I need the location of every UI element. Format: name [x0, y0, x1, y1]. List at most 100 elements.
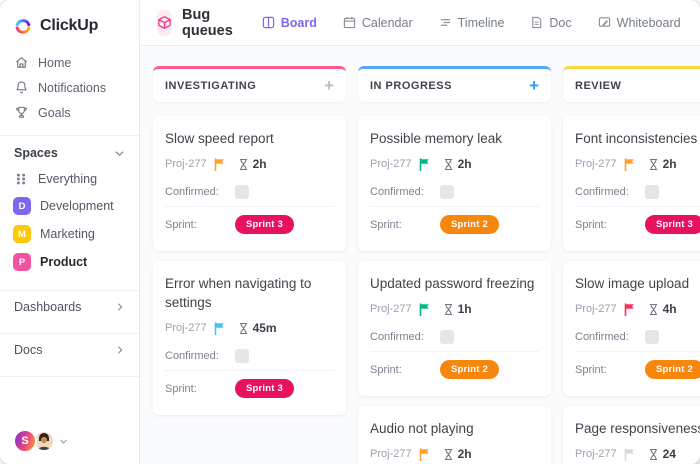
tab-whiteboard[interactable]: Whiteboard — [587, 16, 692, 30]
sidebar-item-dashboards[interactable]: Dashboards — [0, 291, 139, 323]
task-card[interactable]: Font inconsistencies Proj-277 2h Confirm… — [563, 116, 700, 251]
project-id: Proj-277 — [370, 448, 412, 460]
confirmed-checkbox[interactable] — [235, 349, 249, 363]
workspace-avatar[interactable]: S — [13, 429, 37, 453]
column-name: INVESTIGATING — [165, 79, 257, 92]
board-column: INVESTIGATING + Slow speed report Proj-2… — [153, 66, 346, 464]
task-meta: Proj-277 2h — [370, 157, 539, 171]
confirmed-label: Confirmed: — [575, 331, 629, 343]
task-card[interactable]: Possible memory leak Proj-277 2h Confirm… — [358, 116, 551, 251]
project-id: Proj-277 — [575, 158, 617, 170]
tab-timeline[interactable]: Timeline — [428, 16, 516, 30]
task-title: Slow image upload — [575, 276, 690, 291]
hourglass-icon — [239, 322, 247, 334]
sidebar-item-everything[interactable]: Everything — [0, 166, 139, 192]
hourglass-icon — [444, 448, 452, 460]
sprint-label: Sprint: — [165, 382, 197, 395]
priority-flag-icon[interactable] — [214, 157, 225, 171]
add-task-button[interactable]: + — [529, 76, 539, 95]
project-id: Proj-277 — [165, 158, 207, 170]
time-estimate: 1h — [443, 302, 472, 316]
sprint-badge[interactable]: Sprint 2 — [440, 215, 499, 234]
task-meta: Proj-277 2h — [575, 157, 700, 171]
sidebar-item-development[interactable]: D Development — [0, 192, 139, 220]
tab-calendar[interactable]: Calendar — [332, 16, 424, 30]
space-label: Development — [40, 199, 114, 213]
spaces-header[interactable]: Spaces — [0, 136, 139, 166]
sidebar: ClickUp Home Notifications Goals — [0, 0, 140, 464]
whiteboard-icon — [598, 17, 610, 27]
add-task-button[interactable]: + — [324, 76, 334, 95]
column-header: INVESTIGATING + — [153, 66, 346, 102]
space-avatar: P — [13, 253, 31, 271]
confirmed-field: Confirmed: — [575, 325, 700, 349]
task-card[interactable]: Page responsiveness Issue Proj-277 24 Co… — [563, 406, 700, 464]
project-id: Proj-277 — [370, 303, 412, 315]
sidebar-item-docs[interactable]: Docs — [0, 334, 139, 366]
estimate-value: 1h — [457, 302, 472, 316]
priority-flag-icon[interactable] — [624, 302, 635, 316]
sprint-badge[interactable]: Sprint 2 — [440, 360, 499, 379]
sidebar-item-goals[interactable]: Goals — [0, 100, 139, 125]
user-avatar[interactable] — [33, 430, 55, 452]
chevron-right-icon — [118, 346, 123, 354]
confirmed-label: Confirmed: — [165, 350, 219, 362]
space-label: Marketing — [40, 227, 95, 241]
task-title: Slow speed report — [165, 131, 274, 146]
tab-doc[interactable]: Doc — [519, 16, 582, 30]
priority-flag-icon[interactable] — [419, 447, 430, 461]
task-card[interactable]: Slow speed report Proj-277 2h Confirmed:… — [153, 116, 346, 251]
task-card[interactable]: Updated password freezing Proj-277 1h Co… — [358, 261, 551, 396]
user-photo — [35, 432, 53, 450]
space-label: Everything — [38, 172, 98, 186]
board-column: REVIEW + Font inconsistencies Proj-277 2… — [563, 66, 700, 464]
clickup-logo[interactable]: ClickUp — [0, 0, 139, 46]
page-title: Bug queues — [182, 6, 233, 39]
task-card[interactable]: Error when navigating to settings Proj-2… — [153, 261, 346, 415]
time-estimate: 2h — [238, 157, 267, 171]
confirmed-label: Confirmed: — [165, 186, 219, 198]
priority-flag-icon[interactable] — [419, 157, 430, 171]
confirmed-checkbox[interactable] — [235, 185, 249, 199]
time-estimate: 24 — [648, 447, 676, 461]
grid-icon — [16, 173, 26, 185]
confirmed-checkbox[interactable] — [645, 185, 659, 199]
user-area[interactable]: S — [13, 429, 68, 453]
task-card[interactable]: Audio not playing Proj-277 2h Confirmed:… — [358, 406, 551, 464]
sidebar-item-product[interactable]: P Product — [0, 248, 139, 276]
task-title: Page responsiveness Issue — [575, 421, 700, 436]
confirmed-checkbox[interactable] — [645, 330, 659, 344]
confirmed-field: Confirmed: — [370, 325, 539, 349]
board-column: IN PROGRESS + Possible memory leak Proj-… — [358, 66, 551, 464]
divider — [0, 376, 139, 377]
sidebar-item-notifications[interactable]: Notifications — [0, 75, 139, 100]
confirmed-field: Confirmed: — [165, 180, 334, 204]
hourglass-icon — [239, 158, 247, 170]
priority-flag-icon[interactable] — [624, 447, 635, 461]
confirmed-field: Confirmed: — [370, 180, 539, 204]
confirmed-checkbox[interactable] — [440, 185, 454, 199]
tab-board[interactable]: Board — [251, 16, 328, 30]
section-label: Dashboards — [14, 300, 82, 314]
project-id: Proj-277 — [165, 322, 207, 334]
sprint-badge[interactable]: Sprint 3 — [235, 215, 294, 234]
sidebar-item-home[interactable]: Home — [0, 50, 139, 75]
sprint-badge[interactable]: Sprint 3 — [645, 215, 700, 234]
chevron-down-icon[interactable] — [59, 437, 68, 446]
task-title: Possible memory leak — [370, 131, 503, 146]
confirmed-checkbox[interactable] — [440, 330, 454, 344]
sprint-field: Sprint: Sprint 3 — [165, 206, 334, 239]
sprint-badge[interactable]: Sprint 2 — [645, 360, 700, 379]
sprint-badge[interactable]: Sprint 3 — [235, 379, 294, 398]
sidebar-item-marketing[interactable]: M Marketing — [0, 220, 139, 248]
task-card[interactable]: Slow image upload Proj-277 4h Confirmed:… — [563, 261, 700, 396]
sprint-label: Sprint: — [575, 218, 607, 231]
sprint-field: Sprint: Sprint 2 — [370, 206, 539, 239]
priority-flag-icon[interactable] — [624, 157, 635, 171]
spaces-header-label: Spaces — [14, 146, 58, 160]
tab-label: Timeline — [457, 15, 505, 30]
priority-flag-icon[interactable] — [214, 321, 225, 335]
sprint-label: Sprint: — [165, 218, 197, 231]
priority-flag-icon[interactable] — [419, 302, 430, 316]
